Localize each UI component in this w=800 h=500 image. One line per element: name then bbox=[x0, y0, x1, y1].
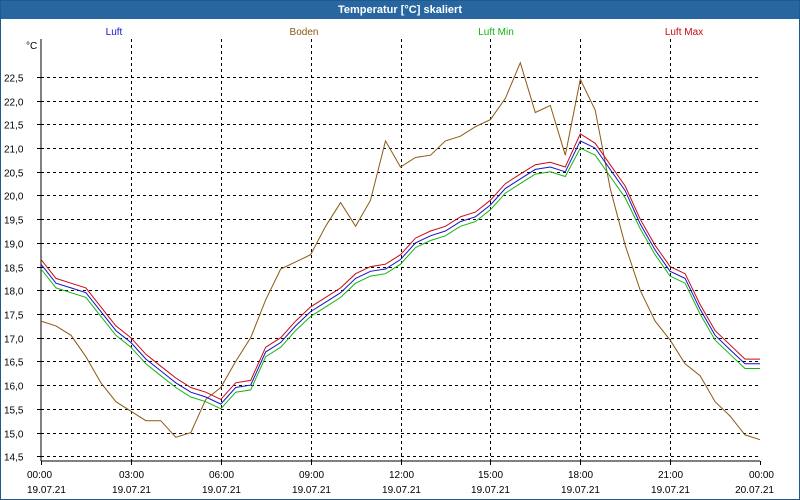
x-tick-date: 19.07.21 bbox=[471, 485, 510, 496]
y-tick-label: 22,5 bbox=[4, 74, 24, 85]
y-tick-label: 17,0 bbox=[4, 335, 24, 346]
grid bbox=[41, 39, 760, 461]
y-tick-label: 19,0 bbox=[4, 240, 24, 251]
series-line-luft-min bbox=[40, 147, 760, 410]
tick-labels: 14,5 15,0 15,5 16,0 16,5 17,0 17,5 18,0 18,5 19,0… bbox=[4, 41, 774, 496]
x-tick-date: 19.07.21 bbox=[561, 485, 600, 496]
y-tick-label: 15,5 bbox=[4, 406, 24, 417]
y-tick-label: 18,0 bbox=[4, 287, 24, 298]
x-tick-time: 00:00 bbox=[749, 470, 774, 481]
y-tick-label: 21,0 bbox=[4, 145, 24, 156]
x-tick-time: 03:00 bbox=[119, 470, 144, 481]
x-tick-date: 19.07.21 bbox=[651, 485, 690, 496]
x-tick-time: 12:00 bbox=[389, 470, 414, 481]
y-tick-label: 16,0 bbox=[4, 382, 24, 393]
y-tick-label: 22,0 bbox=[4, 98, 24, 109]
series-line-luft-max bbox=[40, 133, 760, 401]
y-tick-label: 21,5 bbox=[4, 121, 24, 132]
legend-entry-luft-min: Luft Min bbox=[478, 27, 514, 38]
legend-entry-luft: Luft bbox=[106, 27, 123, 38]
legend-entry-boden: Boden bbox=[290, 27, 319, 38]
x-tick-date: 19.07.21 bbox=[382, 485, 421, 496]
y-tick-label: 20,0 bbox=[4, 192, 24, 203]
y-tick-label: 14,5 bbox=[4, 453, 24, 464]
y-tick-label: 16,5 bbox=[4, 358, 24, 369]
y-tick-label: 20,5 bbox=[4, 169, 24, 180]
window-title: Temperatur [°C] skaliert bbox=[1, 1, 799, 19]
x-tick-date: 19.07.21 bbox=[112, 485, 151, 496]
legend: Luft Boden Luft Min Luft Max bbox=[106, 27, 704, 38]
x-tick-date: 20.07.21 bbox=[735, 485, 774, 496]
x-tick-time: 21:00 bbox=[658, 470, 683, 481]
x-tick-time: 09:00 bbox=[299, 470, 324, 481]
x-tick-time: 18:00 bbox=[568, 470, 593, 481]
y-tick-label: 17,5 bbox=[4, 311, 24, 322]
legend-entry-luft-max: Luft Max bbox=[665, 27, 703, 38]
series-lines bbox=[40, 61, 761, 441]
x-tick-time: 15:00 bbox=[478, 470, 503, 481]
y-axis-unit: °C bbox=[26, 41, 37, 52]
x-tick-date: 19.07.21 bbox=[27, 485, 66, 496]
series-line-boden bbox=[40, 61, 761, 441]
x-tick-date: 19.07.21 bbox=[292, 485, 331, 496]
y-tick-label: 15,0 bbox=[4, 430, 24, 441]
x-tick-date: 19.07.21 bbox=[202, 485, 241, 496]
x-tick-time: 06:00 bbox=[209, 470, 234, 481]
y-tick-label: 19,5 bbox=[4, 216, 24, 227]
axes bbox=[37, 39, 761, 465]
x-tick-time: 00:00 bbox=[27, 470, 52, 481]
y-tick-label: 18,5 bbox=[4, 264, 24, 275]
series-line-luft bbox=[40, 140, 760, 405]
